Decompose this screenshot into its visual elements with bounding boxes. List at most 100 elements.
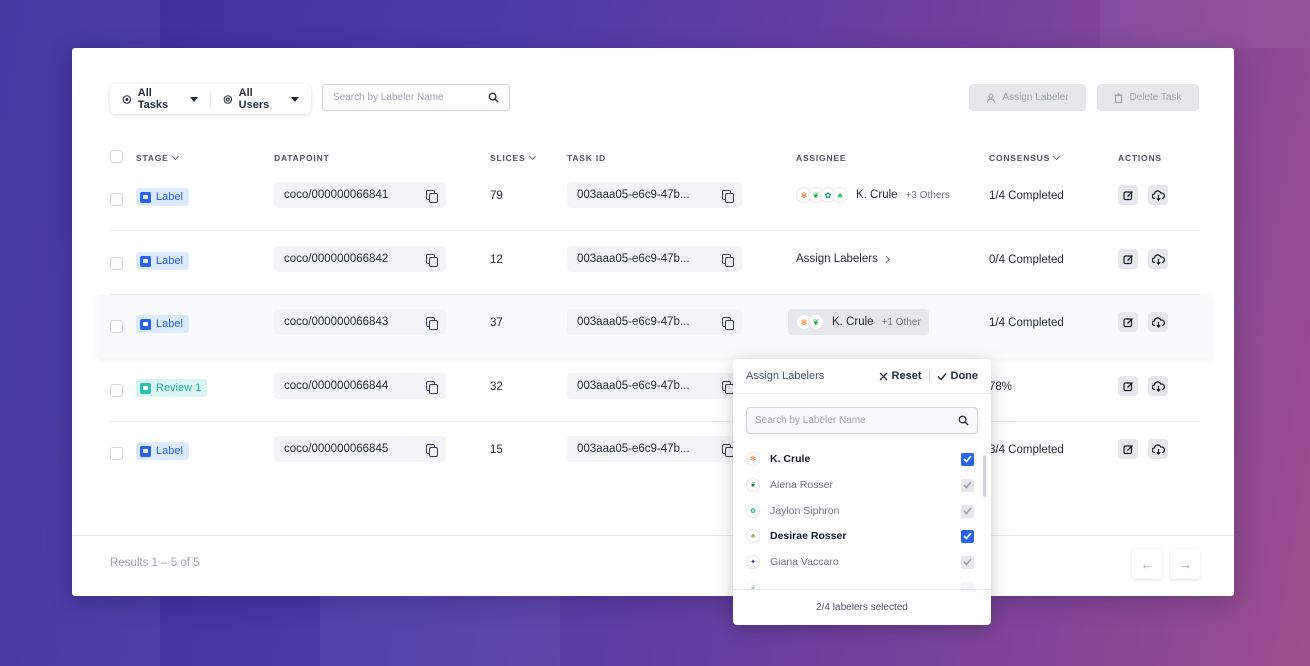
- task-id-pill: 003aaa05-e6c9-47b...: [567, 182, 742, 208]
- cloud-download-icon[interactable]: [1148, 185, 1168, 205]
- actions-header-label: ACTIONS: [1118, 153, 1162, 163]
- row-checkbox[interactable]: [110, 257, 123, 270]
- assignee-others: +3 Others: [905, 189, 950, 201]
- labeler-option[interactable]: ✻ K. Crule: [746, 449, 974, 469]
- copy-icon[interactable]: [722, 189, 734, 203]
- assignee-column-header: ASSIGNEE: [796, 153, 846, 163]
- copy-icon[interactable]: [426, 189, 438, 203]
- avatar-group: ✻ ❦ ✿ ♣: [796, 187, 848, 203]
- avatar: ✿: [746, 504, 760, 518]
- labeler-option[interactable]: ♣ Desirae Rosser: [746, 526, 974, 546]
- table-header: STAGE DATAPOINT SLICES TASK ID ASSIGNEE …: [110, 150, 1200, 166]
- select-all-checkbox[interactable]: [110, 150, 123, 163]
- stage-header-label: STAGE: [136, 153, 169, 163]
- edit-icon[interactable]: [1118, 439, 1138, 459]
- label-icon: [140, 318, 151, 330]
- consensus-value: 0/4 Completed: [989, 253, 1064, 266]
- prev-page-button[interactable]: ←: [1132, 549, 1162, 579]
- row-actions: [1118, 185, 1168, 205]
- consensus-column-header[interactable]: CONSENSUS: [989, 152, 1061, 163]
- delete-task-button[interactable]: Delete Task: [1097, 84, 1199, 111]
- background-tile: [1100, 0, 1310, 48]
- row-checkbox[interactable]: [110, 384, 123, 397]
- labeler-option[interactable]: ✦ Giana Vaccaro: [746, 552, 974, 572]
- user-icon: [987, 92, 996, 103]
- labeler-checkbox[interactable]: [961, 452, 974, 466]
- consensus-value: 78%: [989, 380, 1013, 393]
- row-checkbox[interactable]: [110, 320, 123, 333]
- edit-icon[interactable]: [1118, 312, 1138, 332]
- cloud-download-icon[interactable]: [1148, 439, 1168, 459]
- assign-labelers-link[interactable]: Assign Labelers: [796, 246, 890, 272]
- labeler-checkbox[interactable]: [961, 478, 974, 492]
- copy-icon[interactable]: [426, 380, 438, 394]
- assign-labelers-popover: Assign Labelers Reset Done ✻ K. Crule ❦ …: [733, 359, 991, 625]
- task-id-text: 003aaa05-e6c9-47b...: [577, 380, 690, 392]
- assignee-others: +1 Other: [881, 316, 921, 328]
- popover-search-input[interactable]: [755, 415, 895, 426]
- popover-title: Assign Labelers: [746, 370, 825, 382]
- avatar: ♣: [746, 529, 760, 543]
- table-row: Label coco/000000066845 15 003aaa05-e6c9…: [110, 422, 1200, 485]
- copy-icon[interactable]: [722, 316, 734, 330]
- slices-column-header[interactable]: SLICES: [490, 152, 536, 163]
- reset-button[interactable]: Reset: [879, 370, 922, 382]
- datapoint-pill: coco/000000066845: [274, 436, 446, 462]
- task-id-text: 003aaa05-e6c9-47b...: [577, 253, 690, 265]
- labeler-checkbox[interactable]: [961, 581, 974, 589]
- labeler-option[interactable]: ❦ Alena Rosser: [746, 475, 974, 495]
- row-actions: [1118, 249, 1168, 269]
- cloud-download-icon[interactable]: [1148, 249, 1168, 269]
- edit-icon[interactable]: [1118, 185, 1138, 205]
- done-button[interactable]: Done: [937, 370, 978, 382]
- labeler-checkbox[interactable]: [961, 555, 974, 569]
- consensus-header-label: CONSENSUS: [989, 153, 1051, 163]
- search-icon[interactable]: [488, 92, 499, 103]
- datapoint-text: coco/000000066845: [284, 443, 389, 455]
- datapoint-text: coco/000000066843: [284, 316, 389, 328]
- labeler-option-partial[interactable]: ❦: [746, 578, 974, 589]
- trash-icon: [1114, 92, 1123, 103]
- assignee-cell[interactable]: ✻ ❦ K. Crule +1 Other: [788, 309, 929, 335]
- assign-labeler-button[interactable]: Assign Labeler: [969, 84, 1086, 111]
- copy-icon[interactable]: [426, 253, 438, 267]
- labeler-search-input[interactable]: [333, 92, 473, 103]
- caret-down-icon: [189, 96, 198, 102]
- row-actions: [1118, 312, 1168, 332]
- avatar: ✻: [746, 452, 760, 466]
- copy-icon[interactable]: [722, 380, 734, 394]
- stage-label: Label: [156, 318, 183, 330]
- copy-icon[interactable]: [426, 316, 438, 330]
- stage-label: Label: [156, 191, 183, 203]
- consensus-value: 1/4 Completed: [989, 316, 1064, 329]
- copy-icon[interactable]: [722, 443, 734, 457]
- target-icon: [122, 94, 132, 104]
- assignee-cell[interactable]: ✻ ❦ ✿ ♣ K. Crule +3 Others: [796, 182, 950, 208]
- labeler-list-scrollbar[interactable]: [983, 455, 986, 497]
- row-checkbox[interactable]: [110, 447, 123, 460]
- all-users-filter[interactable]: All Users: [211, 84, 311, 114]
- label-icon: [140, 445, 151, 457]
- arrow-left-icon: ←: [1140, 556, 1154, 572]
- labeler-name: Desirae Rosser: [770, 530, 847, 542]
- cloud-download-icon[interactable]: [1148, 376, 1168, 396]
- table-row: Label coco/000000066842 12 003aaa05-e6c9…: [110, 232, 1200, 295]
- labeler-option[interactable]: ✿ Jaylon Siphron: [746, 501, 974, 521]
- close-icon: [879, 372, 888, 380]
- edit-icon[interactable]: [1118, 376, 1138, 396]
- edit-icon[interactable]: [1118, 249, 1138, 269]
- copy-icon[interactable]: [426, 443, 438, 457]
- slices-value: 37: [490, 316, 503, 329]
- search-icon[interactable]: [958, 415, 969, 426]
- cloud-download-icon[interactable]: [1148, 312, 1168, 332]
- labeler-checkbox[interactable]: [961, 529, 974, 543]
- row-checkbox[interactable]: [110, 193, 123, 206]
- labeler-checkbox[interactable]: [961, 504, 974, 518]
- copy-icon[interactable]: [722, 253, 734, 267]
- tasks-card: All Tasks All Users Assign Labeler Delet…: [72, 48, 1234, 596]
- next-page-button[interactable]: →: [1170, 549, 1200, 579]
- all-tasks-filter[interactable]: All Tasks: [110, 84, 210, 114]
- datapoint-text: coco/000000066844: [284, 380, 389, 392]
- stage-column-header[interactable]: STAGE: [136, 152, 179, 163]
- slices-value: 79: [490, 189, 503, 202]
